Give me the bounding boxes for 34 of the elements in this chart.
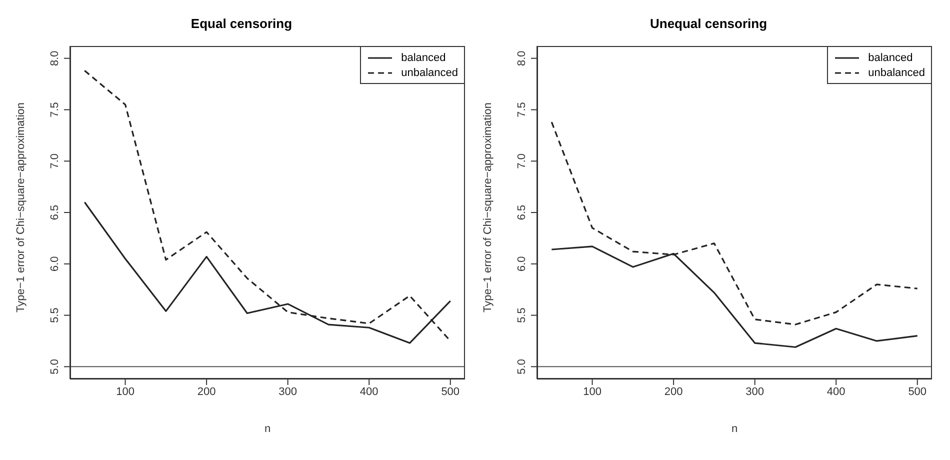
y-tick-label: 6.5 (516, 204, 528, 220)
chart-title: Equal censoring (190, 15, 294, 33)
y-tick-label: 6.5 (49, 204, 61, 220)
x-tick-label: 500 (441, 386, 460, 398)
y-tick-label: 7.0 (516, 153, 528, 169)
y-tick-label: 7.5 (516, 102, 528, 118)
legend-label: balanced (401, 52, 446, 64)
y-tick-label: 5.5 (516, 308, 528, 323)
x-tick-label: 200 (664, 386, 683, 398)
y-axis-title: Type−1 error of Chi−square−approximation (482, 102, 494, 312)
y-axis-title: Type−1 error of Chi−square−approximation (14, 102, 27, 312)
y-tick-label: 7.0 (49, 153, 61, 169)
x-tick-label: 200 (197, 386, 216, 398)
x-tick-label: 300 (278, 386, 297, 398)
y-tick-label: 6.0 (516, 256, 528, 272)
y-tick-label: 8.0 (516, 50, 528, 66)
y-tick-label: 7.5 (49, 102, 61, 118)
x-axis-title: n (731, 423, 738, 435)
legend-label: unbalanced (868, 66, 925, 78)
legend-label: unbalanced (401, 66, 458, 78)
y-tick-label: 5.0 (516, 359, 528, 374)
y-tick-label: 5.0 (49, 359, 61, 374)
x-tick-label: 300 (746, 386, 764, 398)
chart-title: Unequal censoring (648, 15, 768, 33)
y-tick-label: 6.0 (49, 256, 61, 272)
x-axis-title: n (264, 423, 271, 435)
x-tick-label: 400 (826, 386, 846, 398)
x-tick-label: 100 (116, 386, 134, 398)
y-tick-label: 8.0 (49, 50, 61, 66)
x-tick-label: 500 (908, 386, 927, 398)
legend-label: balanced (868, 52, 913, 64)
y-tick-label: 5.5 (49, 308, 61, 323)
x-tick-label: 100 (583, 386, 602, 398)
x-tick-label: 400 (360, 386, 378, 398)
